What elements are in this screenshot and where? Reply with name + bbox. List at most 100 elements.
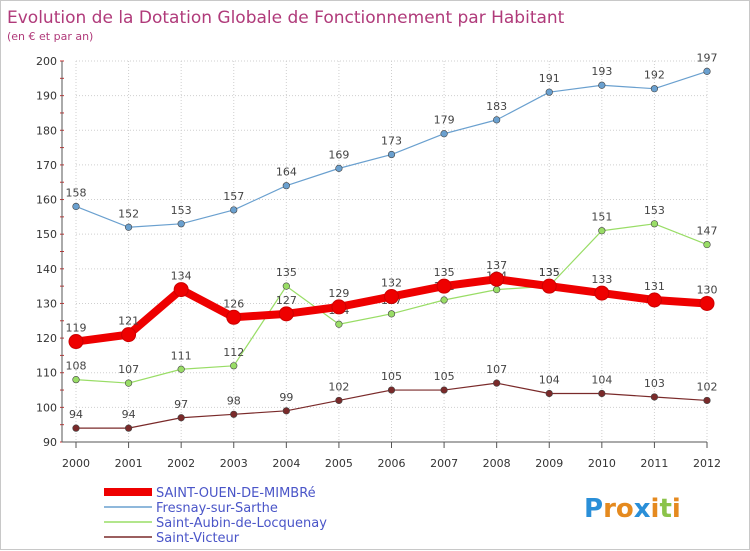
- y-tick-label: 130: [36, 297, 57, 310]
- data-point: [545, 389, 553, 398]
- data-label: 153: [171, 204, 192, 217]
- data-label: 112: [223, 346, 244, 359]
- data-label: 135: [276, 266, 297, 279]
- y-tick-label: 170: [36, 159, 57, 172]
- x-tick-label: 2012: [693, 457, 721, 470]
- data-point: [177, 414, 185, 422]
- data-point: [72, 424, 80, 432]
- legend-label: Fresnay-sur-Sarthe: [156, 501, 278, 516]
- x-tick-label: 2002: [167, 457, 195, 470]
- data-point: [493, 116, 501, 124]
- data-point: [650, 220, 659, 228]
- data-point: [335, 396, 343, 405]
- data-point: [72, 202, 80, 211]
- data-label: 169: [328, 148, 349, 161]
- data-point: [493, 286, 501, 294]
- data-point: [440, 386, 448, 394]
- data-label: 98: [227, 394, 241, 407]
- data-label: 191: [539, 72, 560, 85]
- data-label: 193: [591, 65, 612, 78]
- data-label: 147: [697, 225, 718, 238]
- data-point: [387, 310, 396, 318]
- x-tick-label: 2006: [378, 457, 406, 470]
- data-point: [650, 85, 659, 93]
- data-point: [493, 379, 501, 387]
- y-tick-label: 120: [36, 332, 57, 345]
- y-tick-label: 180: [36, 124, 57, 137]
- data-point: [331, 299, 347, 315]
- y-tick-label: 100: [36, 401, 57, 414]
- x-tick-label: 2004: [272, 457, 300, 470]
- data-label: 126: [223, 297, 244, 310]
- data-point: [173, 282, 189, 298]
- data-point: [230, 410, 238, 418]
- x-tick-label: 2000: [62, 457, 90, 470]
- data-point: [703, 67, 711, 75]
- data-label: 157: [223, 190, 244, 203]
- data-label: 107: [486, 363, 507, 376]
- data-point: [699, 295, 715, 311]
- logo-letter: x: [634, 494, 651, 524]
- data-point: [545, 88, 553, 96]
- logo-letter: P: [584, 494, 603, 524]
- data-label: 103: [644, 377, 665, 390]
- data-label: 107: [118, 363, 139, 376]
- data-label: 104: [591, 374, 612, 387]
- data-label: 129: [328, 287, 349, 300]
- data-label: 153: [644, 204, 665, 217]
- data-point: [387, 386, 396, 394]
- data-point: [278, 306, 294, 322]
- gridlines: [75, 60, 708, 443]
- data-label: 104: [539, 374, 560, 387]
- data-label: 152: [118, 207, 139, 220]
- data-point: [230, 362, 238, 370]
- y-tick-label: 110: [36, 367, 57, 380]
- data-point: [594, 285, 610, 301]
- data-label: 137: [486, 259, 507, 272]
- data-point: [650, 393, 659, 401]
- data-point: [282, 182, 290, 190]
- data-label: 94: [122, 408, 136, 421]
- y-tick-label: 150: [36, 228, 57, 241]
- data-point: [335, 164, 343, 172]
- data-point: [282, 407, 290, 415]
- data-point: [703, 396, 711, 405]
- chart-subtitle: (en € et par an): [7, 30, 93, 43]
- data-point: [541, 278, 557, 294]
- legend-label: Saint-Victeur: [156, 531, 240, 546]
- data-point: [440, 130, 448, 138]
- data-point: [387, 150, 396, 159]
- data-label: 164: [276, 166, 297, 179]
- data-label: 151: [591, 211, 612, 224]
- chart-title: Evolution de la Dotation Globale de Fonc…: [7, 8, 565, 28]
- data-point: [124, 223, 133, 231]
- y-tick-labels: 90 100 110 120 130 140 150 160 170 180 190 200: [36, 55, 57, 449]
- data-point: [72, 376, 80, 384]
- data-point: [335, 320, 343, 328]
- data-label: 94: [69, 408, 83, 421]
- y-tick-label: 90: [43, 436, 57, 449]
- data-point: [440, 296, 448, 304]
- series-4: 94 94 97 98 99 102 105 105 107 104 104 103 102: [69, 363, 718, 432]
- series-1: 119 121 134 126 127 129 132 135 137 135 133 131 130: [66, 259, 718, 350]
- x-tick-label: 2010: [588, 457, 616, 470]
- data-point: [703, 240, 711, 249]
- proxiti-logo: Proxiti: [584, 494, 681, 524]
- data-label: 105: [434, 370, 455, 383]
- data-label: 130: [697, 283, 718, 296]
- data-point: [282, 282, 290, 290]
- data-point: [177, 220, 185, 228]
- data-label: 192: [644, 69, 665, 82]
- x-tick-label: 2009: [535, 457, 563, 470]
- data-label: 158: [66, 186, 87, 199]
- data-point: [121, 327, 137, 343]
- data-label: 105: [381, 370, 402, 383]
- series-2: 158 152 153 157 164 169 173 179 183 191 193 192 197: [66, 51, 718, 231]
- data-label: 179: [434, 114, 455, 127]
- data-label: 127: [276, 294, 297, 307]
- x-tick-label: 2011: [640, 457, 668, 470]
- data-point: [68, 334, 84, 350]
- data-label: 135: [539, 266, 560, 279]
- x-tick-label: 2005: [325, 457, 353, 470]
